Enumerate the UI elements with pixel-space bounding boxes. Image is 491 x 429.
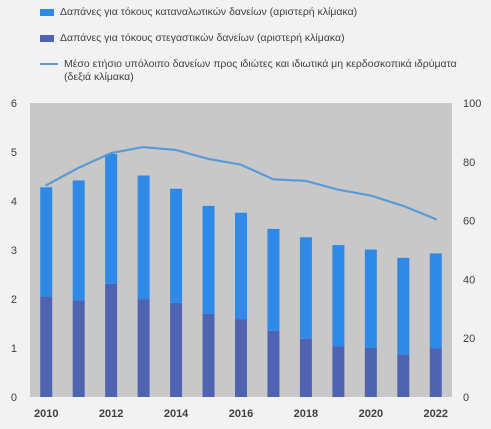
right-axis-tick-label: 80	[463, 157, 475, 169]
bar-mortgage-2017	[267, 330, 280, 397]
bar-consumer-2018	[299, 237, 312, 339]
bar-consumer-2011	[72, 180, 85, 301]
bar-mortgage-2015	[202, 313, 215, 397]
bar-mortgage-2019	[332, 346, 345, 397]
bar-consumer-2014	[170, 188, 183, 303]
bar-consumer-2020	[364, 249, 377, 348]
legend-label-mortgage: Δαπάνες για τόκους στεγαστικών δανείων (…	[60, 32, 345, 44]
legend-label-loan-balance: Μέσο ετήσιο υπόλοιπο δανείων προς ιδιώτε…	[64, 58, 457, 83]
left-axis-tick-label: 6	[11, 98, 17, 110]
bar-mortgage-2012	[105, 283, 118, 397]
x-axis-tick-label: 2016	[229, 408, 253, 420]
legend: Δαπάνες για τόκους καταναλωτικών δανείων…	[40, 6, 480, 97]
legend-label-consumer: Δαπάνες για τόκους καταναλωτικών δανείων…	[60, 6, 358, 18]
legend-item-mortgage: Δαπάνες για τόκους στεγαστικών δανείων (…	[40, 32, 480, 45]
right-axis-tick-label: 20	[463, 333, 475, 345]
bar-mortgage-2022	[429, 348, 442, 397]
bar-mortgage-2016	[235, 319, 247, 397]
bar-consumer-2022	[429, 253, 442, 349]
left-axis-tick-label: 5	[11, 147, 17, 159]
line-loan-balance	[45, 146, 437, 221]
bar-mortgage-2014	[170, 302, 183, 397]
x-axis-tick-label: 2020	[359, 408, 383, 420]
legend-item-consumer: Δαπάνες για τόκους καταναλωτικών δανείων…	[40, 6, 480, 19]
x-axis-tick-label: 2010	[34, 408, 58, 420]
right-axis-tick-label: 40	[463, 274, 475, 286]
x-axis-tick-label: 2014	[164, 408, 189, 420]
legend-swatch-consumer	[40, 9, 54, 16]
bar-consumer-2019	[332, 245, 345, 347]
bar-mortgage-2021	[397, 354, 410, 397]
bar-mortgage-2020	[364, 348, 377, 397]
bar-consumer-2012	[105, 153, 118, 284]
right-axis-tick-label: 100	[463, 98, 481, 110]
bar-consumer-2010	[40, 187, 53, 297]
x-axis-tick-label: 2018	[294, 408, 318, 420]
left-axis-tick-label: 1	[11, 343, 17, 355]
bar-mortgage-2013	[137, 299, 150, 397]
legend-item-loan-balance: Μέσο ετήσιο υπόλοιπο δανείων προς ιδιώτε…	[40, 58, 480, 84]
right-axis-tick-label: 60	[463, 216, 475, 228]
left-axis-tick-label: 2	[11, 294, 17, 306]
right-axis-tick-label: 0	[463, 392, 469, 404]
left-axis-tick-label: 3	[11, 245, 17, 257]
x-axis-tick-label: 2012	[99, 408, 123, 420]
x-axis-tick-label: 2022	[424, 408, 448, 420]
left-axis-tick-label: 4	[11, 196, 17, 208]
bar-consumer-2015	[202, 205, 215, 314]
left-axis-tick-label: 0	[11, 392, 17, 404]
bar-mortgage-2010	[40, 296, 53, 397]
bar-consumer-2017	[267, 228, 280, 331]
bar-mortgage-2011	[72, 300, 85, 397]
bar-consumer-2021	[397, 257, 410, 355]
legend-swatch-loan-balance	[40, 63, 58, 65]
legend-swatch-mortgage	[40, 35, 54, 42]
bar-consumer-2016	[235, 212, 247, 320]
bar-mortgage-2018	[299, 338, 312, 397]
bar-consumer-2013	[137, 175, 150, 300]
